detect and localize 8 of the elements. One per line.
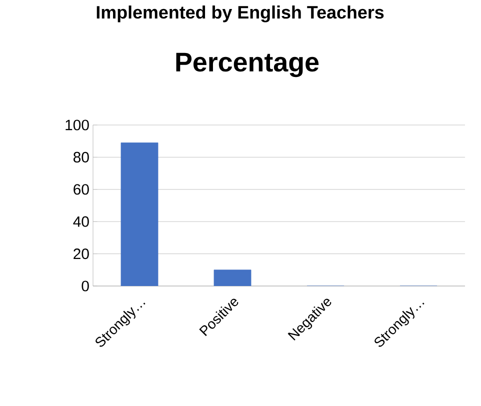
chart-title: Percentage [176, 52, 319, 78]
y-tick-label: 60 [74, 184, 89, 195]
y-tick-label: 100 [66, 120, 89, 130]
y-tick-label: 80 [74, 152, 89, 162]
text: Implemented by English Teachers [96, 6, 384, 22]
y-tick-label: 0 [82, 280, 89, 292]
y-tick-label: 20 [74, 248, 89, 260]
y-tick-label: 40 [73, 216, 89, 227]
